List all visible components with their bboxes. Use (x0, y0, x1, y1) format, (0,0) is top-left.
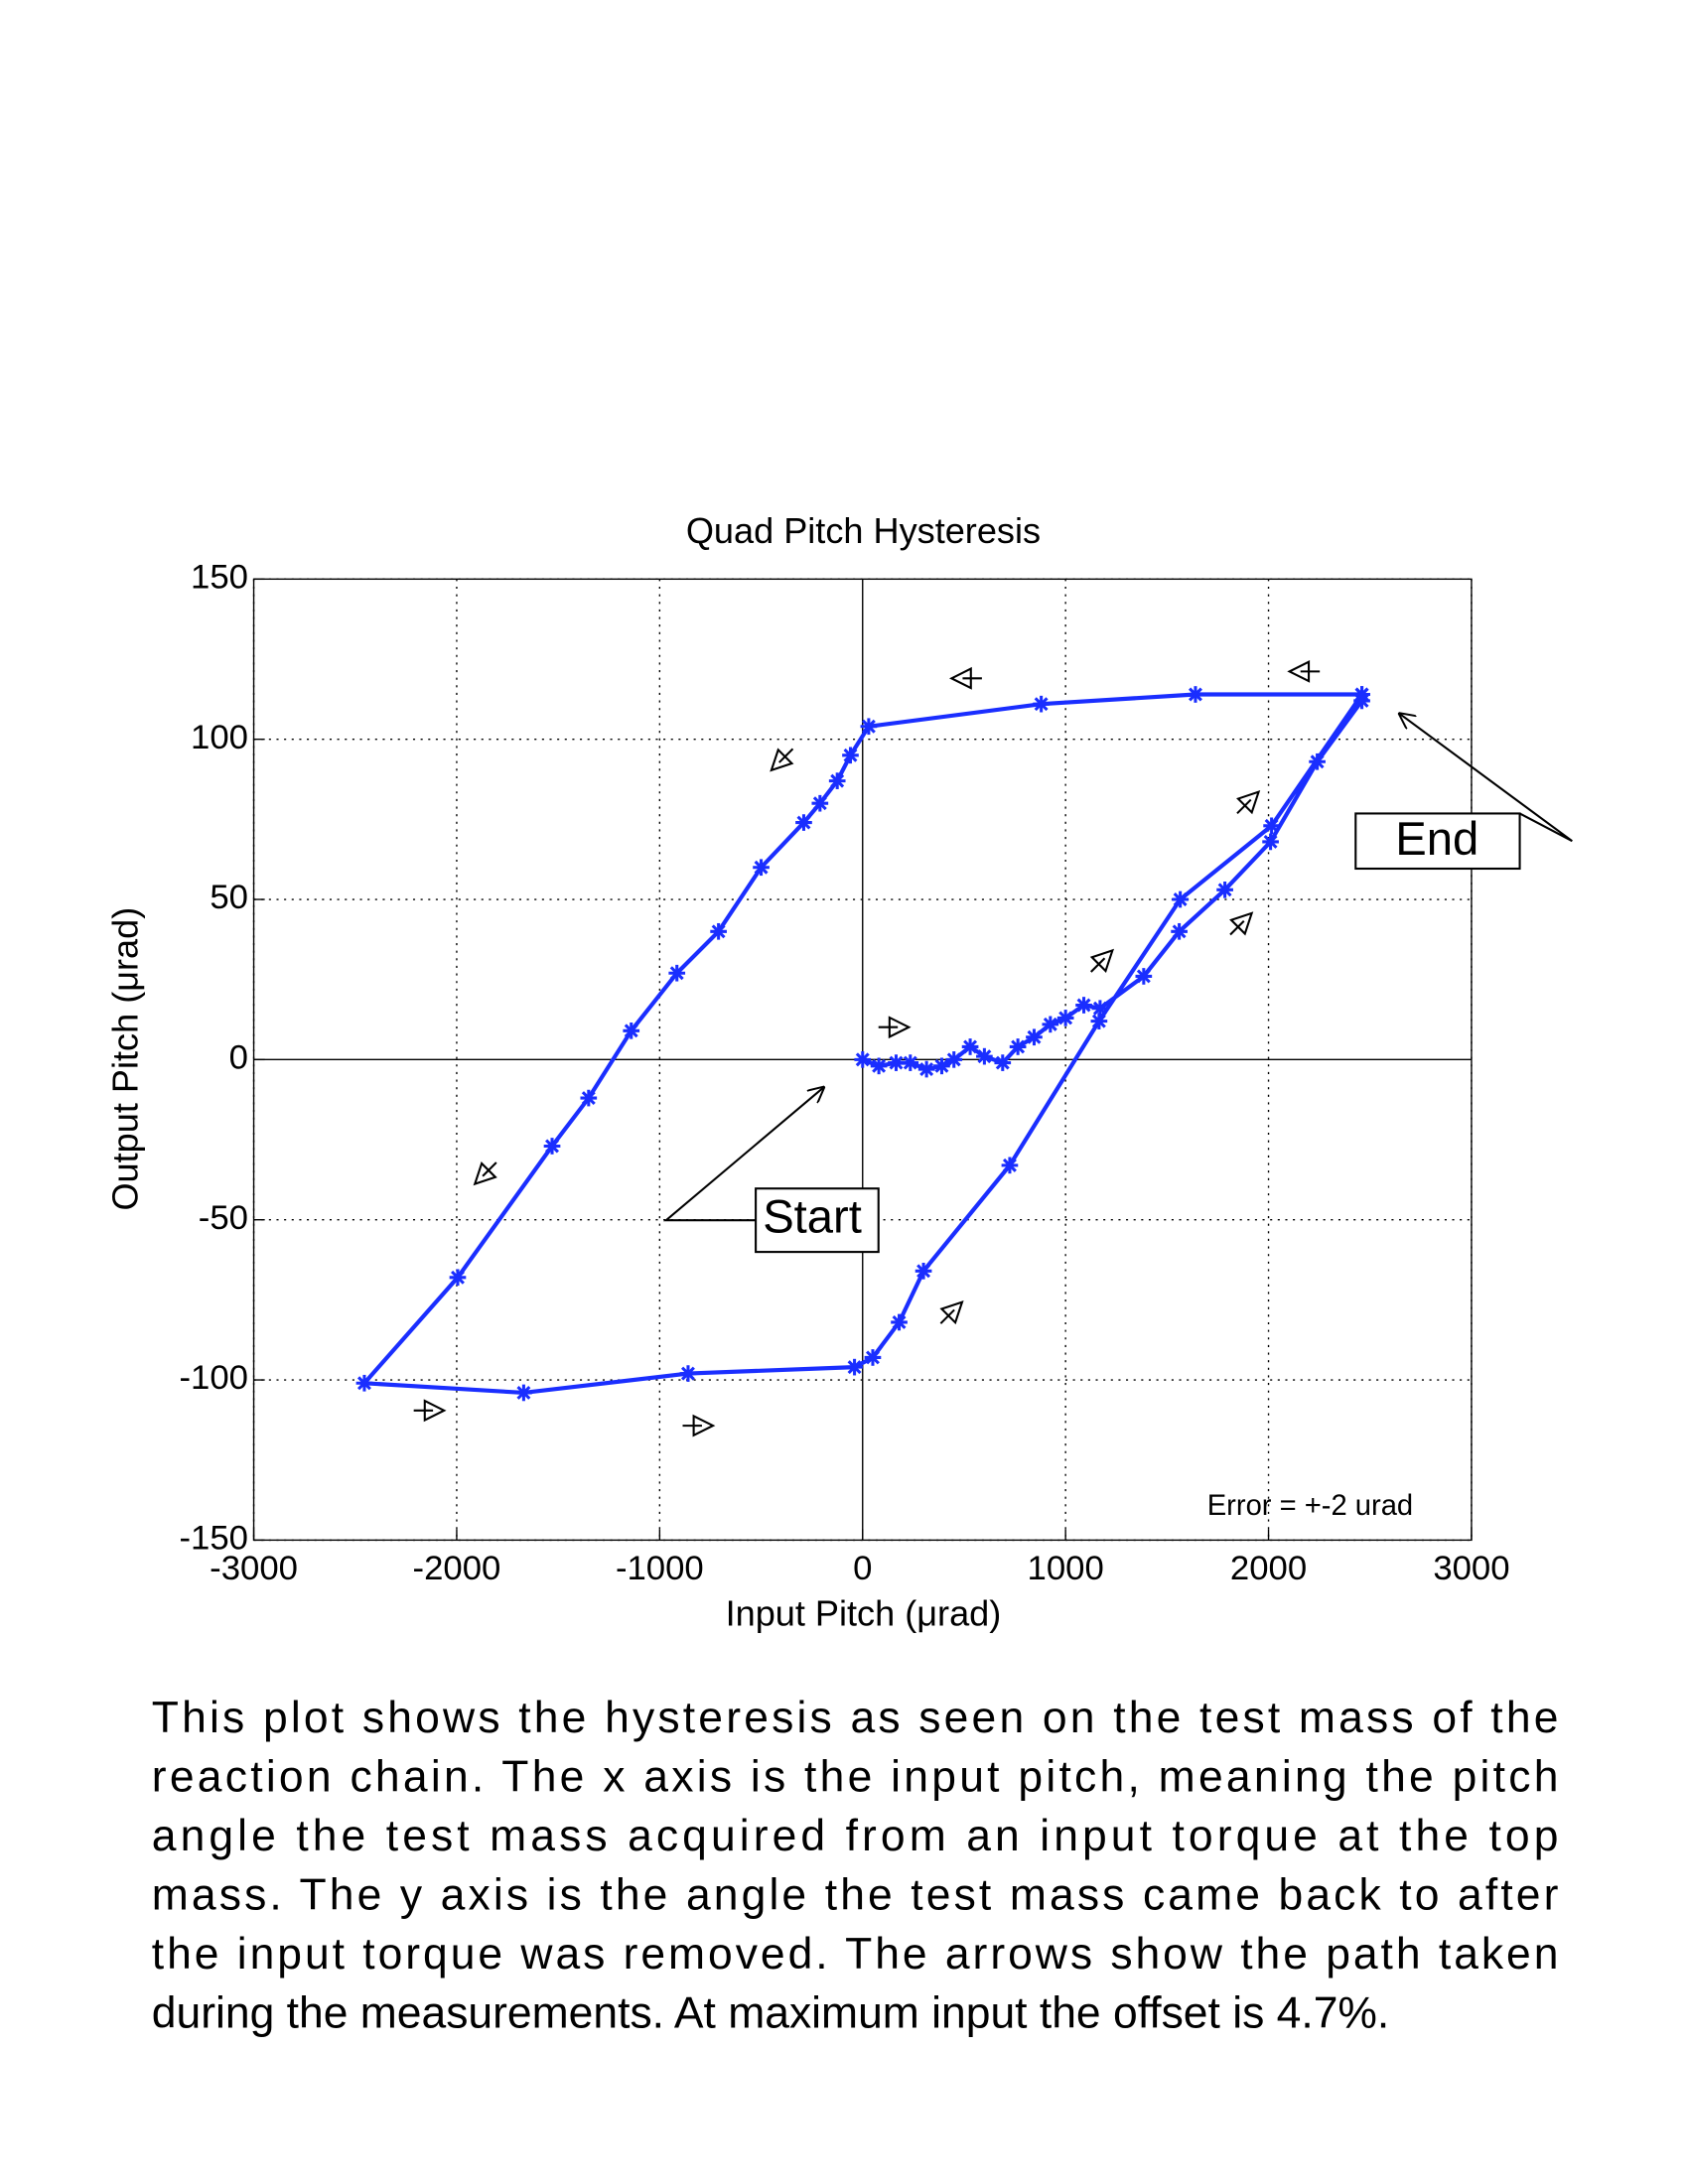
data-point (1309, 752, 1326, 770)
data-point (1042, 1016, 1059, 1033)
data-point (543, 1138, 561, 1155)
data-point (976, 1047, 993, 1065)
start-pointer (662, 1086, 825, 1222)
data-point (888, 1054, 905, 1071)
end-box (1354, 812, 1521, 871)
data-point (914, 1263, 932, 1280)
data-point (1187, 686, 1204, 703)
x-tick-label: 2000 (1230, 1550, 1307, 1587)
data-point (795, 814, 812, 831)
data-point (1216, 882, 1233, 898)
data-point (864, 1349, 882, 1366)
data-point (679, 1365, 697, 1382)
data-point (846, 1358, 863, 1376)
direction-arrow (949, 666, 982, 690)
data-point (1090, 1013, 1108, 1029)
data-point (1056, 1010, 1074, 1026)
data-point (449, 1269, 467, 1287)
data-point (1263, 817, 1280, 835)
end-label: End (1395, 813, 1478, 866)
data-point (1001, 1157, 1019, 1174)
y-tick-label: 100 (191, 719, 248, 756)
y-tick-label: 0 (229, 1039, 248, 1077)
data-point (917, 1060, 935, 1078)
data-point (933, 1057, 950, 1075)
caption-line: This plot shows the hysteresis as seen o… (152, 1694, 1559, 1742)
data-point (945, 1051, 963, 1068)
data-point (828, 772, 846, 789)
direction-arrow (770, 748, 794, 772)
data-point (668, 964, 686, 982)
direction-arrow (473, 1161, 497, 1186)
data-point (860, 718, 878, 736)
direction-arrow (878, 1016, 912, 1039)
data-point (902, 1054, 919, 1071)
data-point (355, 1374, 373, 1392)
y-tick-label: 150 (191, 559, 248, 597)
data-point (753, 859, 770, 877)
data-point (580, 1089, 598, 1107)
direction-arrow (1236, 790, 1261, 815)
caption-line: angle the test mass acquired from an inp… (152, 1812, 1559, 1860)
data-point (1075, 997, 1092, 1014)
y-tick-label: 50 (210, 879, 248, 916)
data-point (1262, 833, 1279, 851)
caption-line: reaction chain. The x axis is the input … (152, 1753, 1559, 1802)
y-tick-label: -50 (199, 1199, 248, 1237)
x-tick-label: -1000 (616, 1550, 704, 1587)
data-point (515, 1384, 532, 1402)
direction-arrow (1229, 911, 1254, 936)
data-point (1353, 686, 1370, 703)
data-point (842, 747, 859, 764)
data-point (994, 1054, 1012, 1071)
direction-arrow (939, 1299, 964, 1325)
data-point (891, 1313, 908, 1331)
data-point (1135, 968, 1153, 985)
y-tick-label: -100 (179, 1359, 247, 1397)
chart-title: Quad Pitch Hysteresis (686, 510, 1041, 551)
x-tick-label: 0 (853, 1550, 872, 1587)
x-axis-label: Input Pitch (μrad) (726, 1592, 1002, 1633)
y-axis-label: Output Pitch (μrad) (105, 907, 146, 1211)
x-tick-label: 1000 (1028, 1550, 1104, 1587)
data-point (1033, 695, 1050, 713)
x-tick-label: -3000 (210, 1550, 298, 1587)
x-tick-label: 3000 (1433, 1550, 1509, 1587)
direction-arrow (1089, 948, 1115, 973)
y-tick-label: -150 (179, 1520, 247, 1558)
direction-arrow (682, 1414, 716, 1437)
data-point (854, 1051, 872, 1068)
caption-line: mass. The y axis is the angle the test m… (152, 1870, 1559, 1919)
caption-line: during the measurements. At maximum inpu… (152, 1988, 1390, 2037)
data-point (710, 922, 727, 940)
data-point (1009, 1038, 1027, 1055)
x-tick-label: -2000 (413, 1550, 501, 1587)
direction-arrow (1287, 659, 1321, 683)
data-point (1172, 890, 1189, 908)
caption-line: the input torque was removed. The arrows… (152, 1930, 1559, 1979)
error-note: Error = +-2 urad (1207, 1490, 1413, 1522)
data-point (811, 794, 829, 812)
direction-arrow (413, 1399, 447, 1423)
data-point (870, 1057, 888, 1075)
data-point (623, 1022, 640, 1039)
start-box (755, 1187, 880, 1254)
data-point (1171, 922, 1188, 940)
start-label: Start (763, 1191, 862, 1244)
axes-frame (252, 578, 1473, 1542)
data-point (1026, 1028, 1043, 1046)
end-pointer (1398, 713, 1573, 843)
data-point (961, 1038, 979, 1055)
